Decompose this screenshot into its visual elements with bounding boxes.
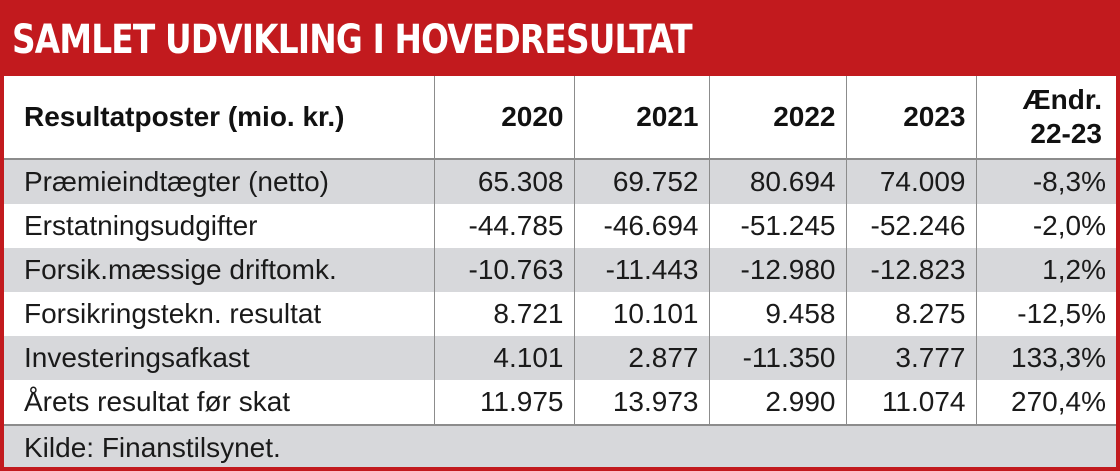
header-2021: 2021 (574, 76, 710, 160)
row-label: Erstatningsudgifter (4, 204, 435, 248)
cell-change: 1,2% (976, 248, 1116, 292)
header-2022: 2022 (709, 76, 847, 160)
table-row: Årets resultat før skat 11.975 13.973 2.… (4, 380, 1116, 424)
cell-2023: -12.823 (846, 248, 977, 292)
table-row: Erstatningsudgifter -44.785 -46.694 -51.… (4, 204, 1116, 248)
cell-2023: 8.275 (846, 292, 977, 336)
row-label: Investeringsafkast (4, 336, 435, 380)
cell-2023: 74.009 (846, 159, 977, 204)
header-2023: 2023 (846, 76, 977, 160)
row-label: Årets resultat før skat (4, 380, 435, 424)
header-change-line2: 22-23 (1030, 118, 1102, 149)
cell-2021: 10.101 (574, 292, 710, 336)
cell-2022: -12.980 (709, 248, 847, 292)
cell-2022: 2.990 (709, 380, 847, 424)
table-title: SAMLET UDVIKLING I HOVEDRESULTAT (12, 17, 693, 63)
cell-2021: 13.973 (574, 380, 710, 424)
table-row: Forsik.mæssige driftomk. -10.763 -11.443… (4, 248, 1116, 292)
header-label: Resultatposter (mio. kr.) (4, 76, 435, 160)
cell-2021: 69.752 (574, 159, 710, 204)
table-row: Forsikringstekn. resultat 8.721 10.101 9… (4, 292, 1116, 336)
source-note: Kilde: Finanstilsynet. (4, 424, 1116, 467)
cell-2021: -46.694 (574, 204, 710, 248)
cell-change: -12,5% (976, 292, 1116, 336)
results-table: Resultatposter (mio. kr.) 2020 2021 2022… (4, 76, 1116, 424)
cell-2020: -10.763 (434, 248, 575, 292)
header-row: Resultatposter (mio. kr.) 2020 2021 2022… (4, 76, 1116, 160)
cell-2022: -51.245 (709, 204, 847, 248)
cell-2023: 11.074 (846, 380, 977, 424)
cell-change: 133,3% (976, 336, 1116, 380)
cell-2023: 3.777 (846, 336, 977, 380)
cell-2023: -52.246 (846, 204, 977, 248)
cell-2020: 11.975 (434, 380, 575, 424)
cell-2021: -11.443 (574, 248, 710, 292)
row-label: Præmieindtægter (netto) (4, 159, 435, 204)
table-row: Præmieindtægter (netto) 65.308 69.752 80… (4, 159, 1116, 204)
header-2020: 2020 (434, 76, 575, 160)
cell-change: -2,0% (976, 204, 1116, 248)
header-change-line1: Ændr. (1022, 84, 1102, 115)
cell-2020: 4.101 (434, 336, 575, 380)
cell-2021: 2.877 (574, 336, 710, 380)
cell-2022: -11.350 (709, 336, 847, 380)
row-label: Forsikringstekn. resultat (4, 292, 435, 336)
cell-change: -8,3% (976, 159, 1116, 204)
table-row: Investeringsafkast 4.101 2.877 -11.350 3… (4, 336, 1116, 380)
row-label: Forsik.mæssige driftomk. (4, 248, 435, 292)
cell-2020: 8.721 (434, 292, 575, 336)
cell-2020: 65.308 (434, 159, 575, 204)
cell-2022: 9.458 (709, 292, 847, 336)
header-change: Ændr. 22-23 (976, 76, 1116, 160)
title-bar: SAMLET UDVIKLING I HOVEDRESULTAT (4, 4, 1116, 76)
cell-2020: -44.785 (434, 204, 575, 248)
cell-change: 270,4% (976, 380, 1116, 424)
cell-2022: 80.694 (709, 159, 847, 204)
